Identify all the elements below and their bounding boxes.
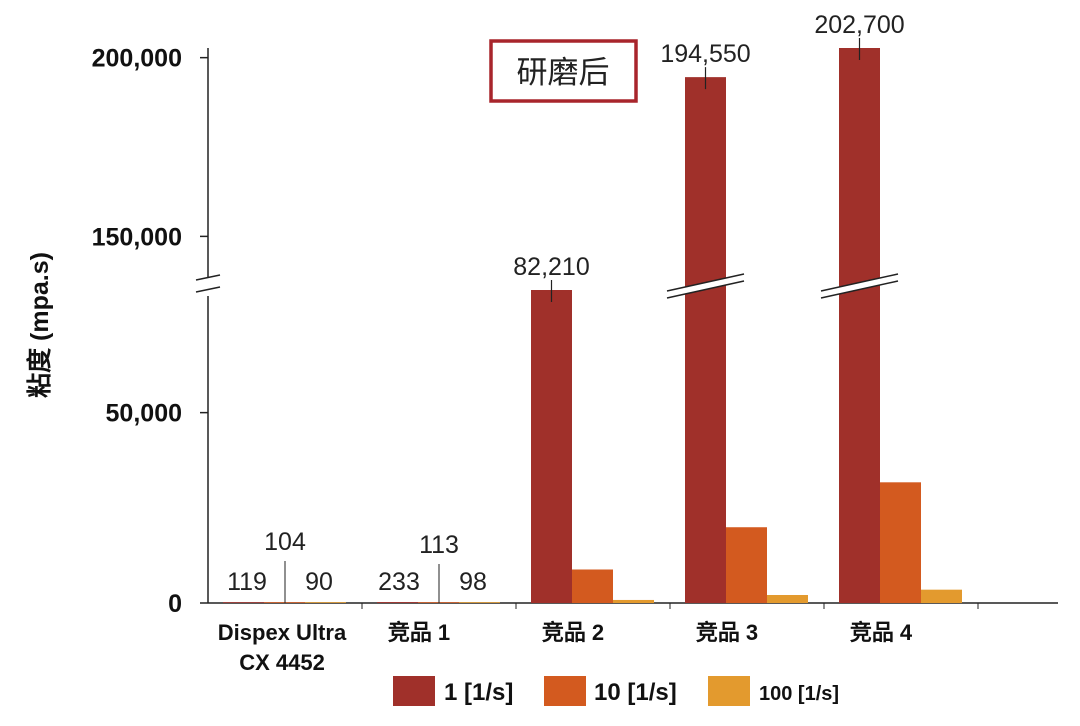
y-axis-label: 粘度 (mpa.s) [25,252,54,398]
x-category-label: 竞品 2 [542,620,604,645]
bar-1-series-1 [223,602,264,603]
x-category-label: Dispex Ultra [218,620,347,645]
legend-swatch-1 [393,676,435,706]
y-axis-break-mark [195,286,221,293]
legend-swatch-2 [544,676,586,706]
annotation-text: 研磨后 [517,55,610,90]
bar-5-series-1 [839,48,880,603]
bar-4-series-1 [685,77,726,604]
bar-5-series-3 [921,589,962,603]
data-label: 90 [305,568,333,596]
y-tick-label: 50,000 [106,400,182,428]
legend-label-3: 100 [1/s] [759,683,839,705]
bar-break-mark [666,273,745,292]
bar-5-series-2 [880,482,921,603]
y-axis-break-mark [195,274,221,281]
bar-3-series-2 [572,569,613,603]
y-tick-label: 0 [168,590,182,618]
bar-2-series-1 [377,602,418,603]
bar-break-mark [820,273,899,292]
data-label: 113 [419,531,459,559]
x-category-label: 竞品 1 [388,620,450,645]
bar-3-series-3 [613,599,654,603]
data-label: 119 [227,568,267,596]
y-tick-label: 150,000 [92,223,182,251]
bar-4-series-2 [726,527,767,603]
y-tick-label: 200,000 [92,45,182,73]
bar-break-mark [820,280,899,299]
bar-2-series-3 [459,602,500,603]
x-category-label: CX 4452 [239,650,325,675]
legend-label-1: 1 [1/s] [444,679,513,706]
data-label: 202,700 [814,11,904,39]
bar-break-mark [666,280,745,299]
bar-3-series-1 [531,290,572,603]
data-label: 98 [459,568,487,596]
bar-break-gap [821,274,898,298]
x-category-label: 竞品 3 [696,620,758,645]
bar-break-gap [667,274,744,298]
annotation-box [489,39,638,103]
bar-1-series-3 [305,602,346,603]
data-label: 194,550 [660,40,750,68]
data-label: 233 [378,568,420,596]
legend-label-2: 10 [1/s] [594,679,677,706]
data-label: 82,210 [513,253,589,281]
data-label: 104 [264,528,306,556]
bar-4-series-3 [767,595,808,603]
legend-swatch-3 [708,676,750,706]
x-category-label: 竞品 4 [850,620,913,645]
